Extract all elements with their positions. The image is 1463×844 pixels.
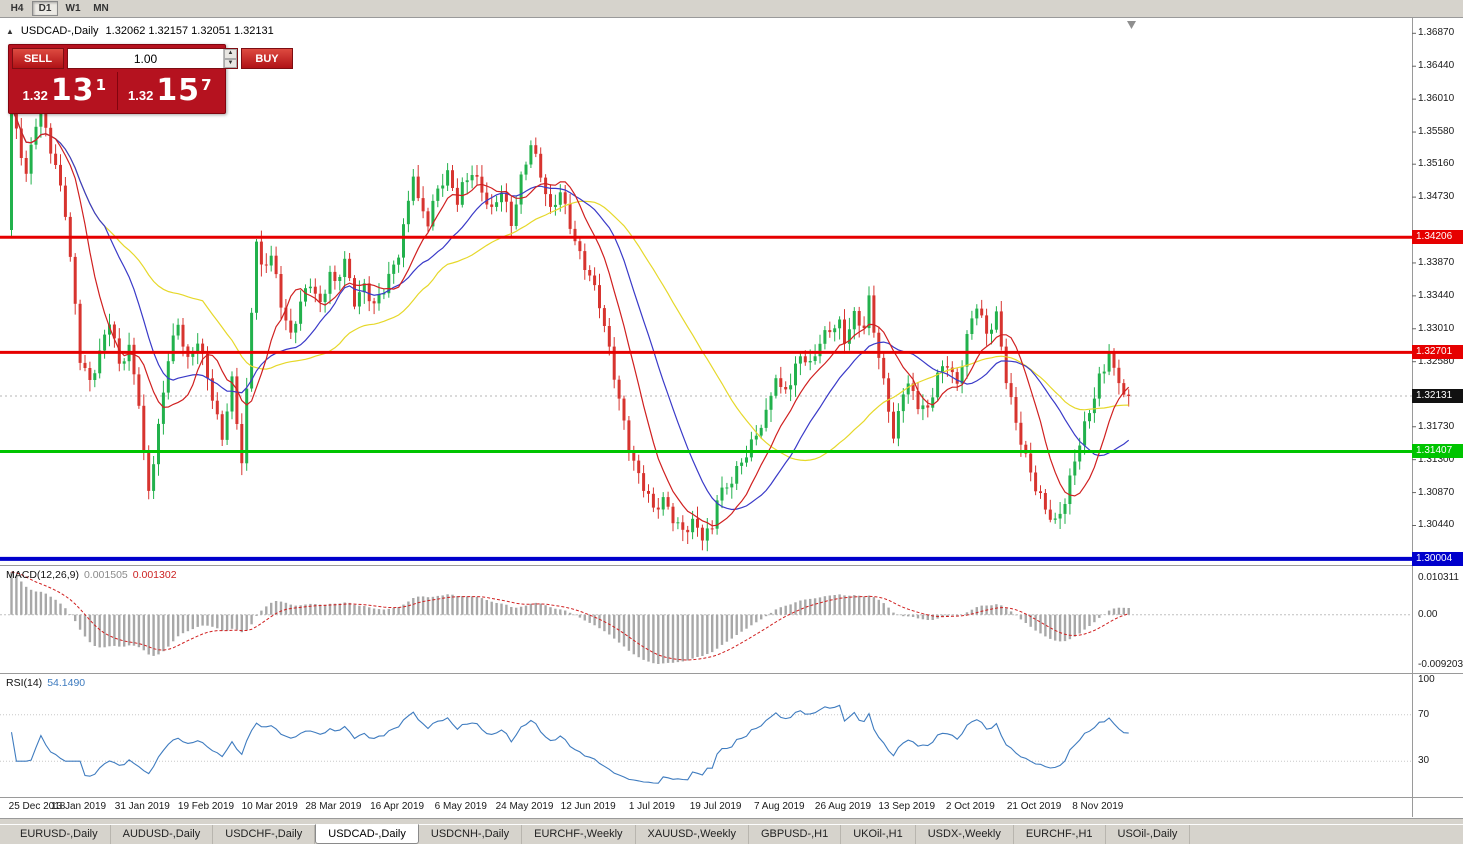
chart-tabs-bar: EURUSD-,Daily AUDUSD-,Daily USDCHF-,Daily U… [0, 824, 1463, 844]
scale-label: 1.36440 [1418, 60, 1455, 72]
chart-tab[interactable]: USOil-,Daily [1106, 825, 1191, 844]
volume-spinner: ▲ ▼ [223, 49, 237, 68]
scale-label: 1.32580 [1418, 355, 1455, 367]
scale-label: 1.35160 [1418, 158, 1455, 170]
timeframe-w1-button[interactable]: W1 [60, 1, 86, 16]
volume-field: ▲ ▼ [67, 48, 238, 69]
date-axis-label: 26 Aug 2019 [814, 801, 872, 812]
date-axis-label: 13 Sep 2019 [878, 801, 936, 812]
scale-label: 1.35580 [1418, 126, 1455, 138]
chart-tab[interactable]: AUDUSD-,Daily [111, 825, 214, 844]
chart-window: ▲ USDCAD-,Daily 1.32062 1.32157 1.32051 … [0, 18, 1463, 818]
date-axis-label: 10 Mar 2019 [241, 801, 298, 812]
timeframe-mn-button[interactable]: MN [88, 1, 114, 16]
chart-tab[interactable]: USDCAD-,Daily [315, 824, 419, 844]
date-axis-label: 24 May 2019 [495, 801, 554, 812]
window-bottom-strip [0, 818, 1463, 824]
chart-symbol: USDCAD-,Daily [20, 25, 99, 37]
sell-price-pip: 1 [95, 76, 106, 94]
chart-tab[interactable]: GBPUSD-,H1 [749, 825, 842, 844]
date-axis-label: 31 Jan 2019 [114, 801, 170, 812]
price-line-label: 1.32131 [1412, 389, 1463, 404]
chart-tab[interactable]: USDCHF-,Daily [213, 825, 316, 844]
scale-label: 1.36870 [1418, 27, 1455, 39]
scale-label: 0.010311 [1418, 572, 1459, 583]
timeframe-h4-button[interactable]: H4 [4, 1, 30, 16]
scale-label: 0.00 [1418, 608, 1438, 620]
scale-label: 30 [1418, 755, 1430, 767]
buy-button[interactable]: BUY [241, 48, 293, 69]
scale-label: 70 [1418, 708, 1430, 720]
scale-label: 1.36010 [1418, 93, 1455, 105]
chart-canvas[interactable] [0, 18, 1463, 818]
macd-name: MACD(12,26,9) [6, 569, 79, 581]
chart-tab[interactable]: EURUSD-,Daily [8, 825, 111, 844]
scale-label: 1.33010 [1418, 322, 1455, 334]
timeframe-toolbar: H4 D1 W1 MN [0, 0, 1463, 18]
buy-price-pip: 7 [201, 76, 212, 94]
chart-tab[interactable]: EURCHF-,H1 [1014, 825, 1106, 844]
scale-label: 1.31300 [1418, 453, 1455, 465]
rsi-indicator-label: RSI(14) 54.1490 [6, 677, 90, 689]
sell-price-display[interactable]: 1.32 13 1 [12, 72, 117, 110]
sell-price-prefix: 1.32 [22, 88, 48, 103]
volume-input[interactable] [68, 49, 223, 68]
volume-increase-button[interactable]: ▲ [224, 49, 237, 59]
date-axis-label: 7 Aug 2019 [753, 801, 805, 812]
price-line-label: 1.34206 [1412, 230, 1463, 245]
timeframe-d1-button[interactable]: D1 [32, 1, 58, 16]
rsi-value: 54.1490 [47, 677, 86, 689]
date-axis-label: 6 May 2019 [434, 801, 487, 812]
scale-label: 1.34730 [1418, 191, 1455, 203]
volume-decrease-button[interactable]: ▼ [224, 58, 237, 68]
sell-price-big: 13 [50, 73, 95, 108]
price-line-label: 1.31407 [1412, 444, 1463, 459]
date-axis-label: 19 Jul 2019 [689, 801, 742, 812]
scale-label: 1.33870 [1418, 256, 1455, 268]
chart-tab[interactable]: USDCNH-,Daily [419, 825, 523, 844]
chart-tab[interactable]: UKOil-,H1 [841, 825, 916, 844]
rsi-name: RSI(14) [6, 677, 43, 689]
one-click-toggle-icon[interactable]: ▲ [6, 26, 14, 36]
scale-label: 1.30440 [1418, 519, 1455, 531]
one-click-trading-panel: SELL ▲ ▼ BUY 1.32131 1.32157 [8, 44, 293, 114]
date-axis-label: 13 Jan 2019 [51, 801, 107, 812]
buy-price-prefix: 1.32 [128, 88, 154, 103]
price-line-label: 1.30004 [1412, 551, 1463, 566]
sell-button[interactable]: SELL [12, 48, 64, 69]
price-scale[interactable]: 1.36870 1.36440 1.36010 1.35580 1.35160 1.347… [1412, 18, 1463, 818]
date-axis-label: 19 Feb 2019 [177, 801, 235, 812]
date-axis-label: 25 Dec 2018 [8, 801, 66, 812]
scale-label: 1.33440 [1418, 289, 1455, 301]
macd-main-value: 0.001505 [83, 569, 128, 581]
macd-signal-value: 0.001302 [132, 569, 177, 581]
buy-price-big: 15 [156, 73, 201, 108]
scale-label: 1.30870 [1418, 486, 1455, 498]
macd-indicator-label: MACD(12,26,9) 0.001505 0.001302 [6, 569, 182, 581]
date-axis-label: 8 Nov 2019 [1072, 801, 1124, 812]
chart-ohlc-values: 1.32062 1.32157 1.32051 1.32131 [105, 25, 274, 37]
scale-label: 100 [1418, 674, 1435, 685]
chart-title: ▲ USDCAD-,Daily 1.32062 1.32157 1.32051 … [6, 25, 274, 37]
date-axis-label: 16 Apr 2019 [370, 801, 425, 812]
date-axis-label: 1 Jul 2019 [628, 801, 675, 812]
price-line-label: 1.32701 [1412, 345, 1463, 360]
date-axis-label: 21 Oct 2019 [1006, 801, 1062, 812]
date-axis-label: 28 Mar 2019 [305, 801, 362, 812]
chart-tab[interactable]: XAUUSD-,Weekly [636, 825, 749, 844]
date-axis-label: 12 Jun 2019 [560, 801, 616, 812]
scale-label: -0.009203 [1418, 659, 1463, 670]
price-divider [116, 72, 118, 110]
date-axis-label: 2 Oct 2019 [945, 801, 995, 812]
buy-price-display[interactable]: 1.32 15 7 [118, 72, 223, 110]
chart-tab[interactable]: EURCHF-,Weekly [522, 825, 636, 844]
scale-label: 1.31730 [1418, 420, 1455, 432]
chart-tab[interactable]: USDX-,Weekly [916, 825, 1014, 844]
